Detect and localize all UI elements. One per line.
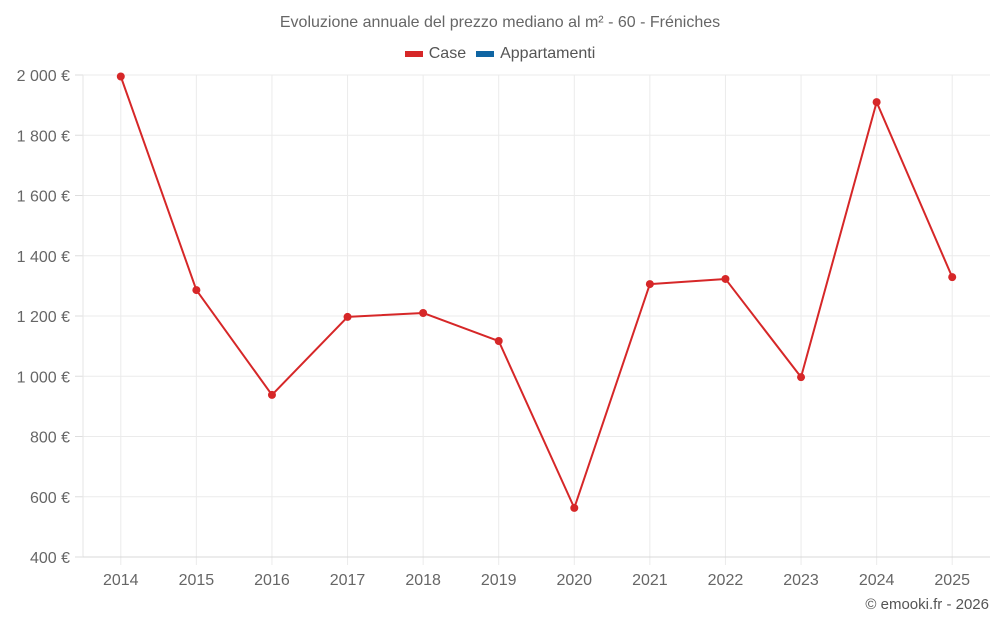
legend-item-appartamenti[interactable]: Appartamenti [476, 45, 595, 63]
y-tick-label: 800 € [30, 430, 70, 447]
x-tick-label: 2018 [405, 572, 441, 589]
series-line-case [119, 76, 954, 509]
x-tick-label: 2023 [783, 572, 819, 589]
data-point[interactable] [192, 286, 201, 295]
data-point[interactable] [948, 273, 957, 282]
legend-label-appartamenti: Appartamenti [500, 45, 596, 62]
y-tick-label: 1 600 € [17, 189, 70, 206]
data-point[interactable] [419, 308, 428, 317]
y-tick-label: 400 € [30, 550, 70, 567]
x-tick-label: 2025 [934, 572, 970, 589]
x-tick-label: 2015 [179, 572, 215, 589]
data-point[interactable] [721, 274, 730, 283]
x-tick-label: 2022 [708, 572, 744, 589]
x-tick-label: 2024 [859, 572, 895, 589]
x-tick-label: 2016 [254, 572, 290, 589]
x-tick-label: 2020 [556, 572, 592, 589]
data-point[interactable] [797, 373, 806, 382]
data-point[interactable] [494, 337, 503, 346]
data-point[interactable] [872, 98, 881, 107]
x-tick-label: 2021 [632, 572, 668, 589]
data-point[interactable] [343, 312, 352, 321]
y-tick-label: 1 800 € [17, 128, 70, 145]
x-tick-label: 2019 [481, 572, 517, 589]
y-tick-label: 1 200 € [17, 309, 70, 326]
y-tick-label: 1 400 € [17, 249, 70, 266]
legend-item-case[interactable]: Case [404, 45, 467, 63]
data-point[interactable] [645, 280, 654, 289]
data-point[interactable] [116, 72, 125, 81]
legend-swatch-case [404, 51, 423, 57]
legend-label-case: Case [428, 45, 467, 62]
y-tick-label: 2 000 € [17, 68, 70, 85]
legend: Case Appartamenti [0, 45, 1000, 63]
chart-title: Evoluzione annuale del prezzo mediano al… [279, 14, 721, 31]
x-tick-label: 2014 [103, 572, 139, 589]
legend-swatch-appartamenti [476, 51, 495, 57]
data-point[interactable] [570, 503, 579, 512]
data-point[interactable] [267, 390, 276, 399]
x-tick-label: 2017 [330, 572, 366, 589]
y-tick-label: 1 000 € [17, 369, 70, 386]
credit-text: © emooki.fr - 2026 [865, 596, 989, 613]
y-tick-label: 600 € [30, 490, 70, 507]
